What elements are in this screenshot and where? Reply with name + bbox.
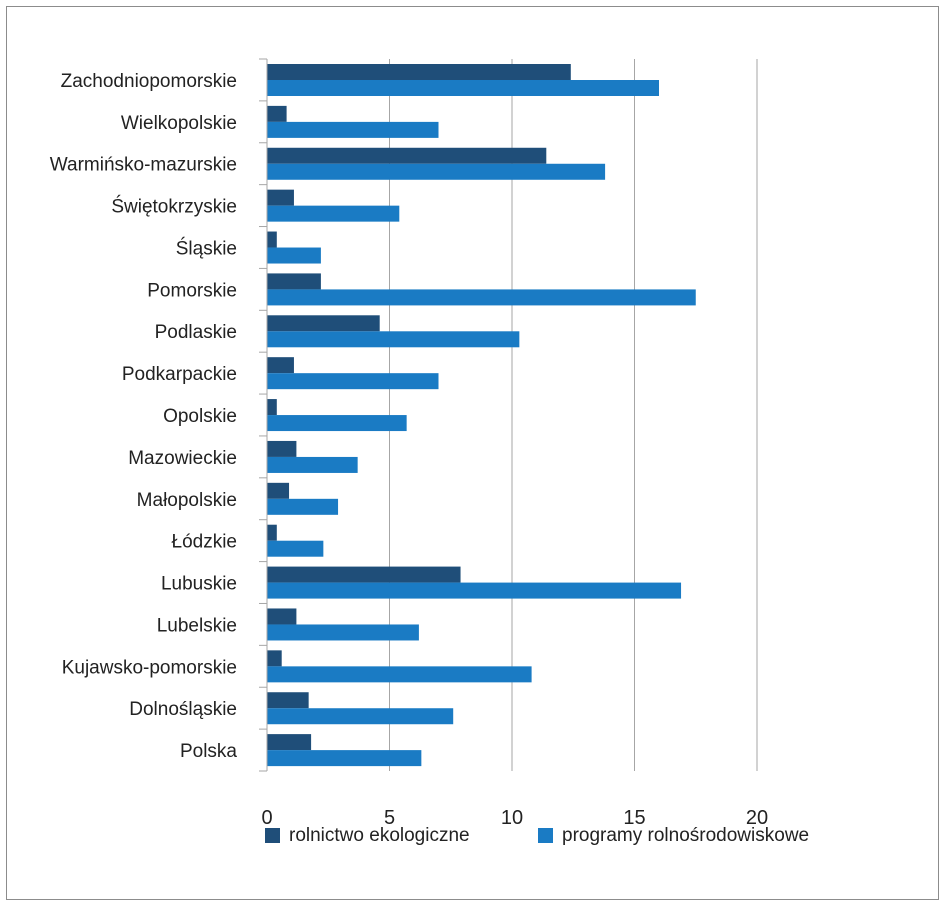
- bar-programy-rolnosrodowiskowe: [267, 205, 400, 222]
- bar-rolnictwo-ekologiczne: [267, 273, 321, 290]
- category-label: Małopolskie: [137, 490, 237, 511]
- bar-programy-rolnosrodowiskowe: [267, 708, 454, 725]
- bar-programy-rolnosrodowiskowe: [267, 289, 696, 306]
- bar-rolnictwo-ekologiczne: [267, 650, 282, 667]
- bar-rolnictwo-ekologiczne: [267, 64, 571, 80]
- x-tick-label: 15: [623, 807, 645, 829]
- bar-rolnictwo-ekologiczne: [267, 734, 312, 751]
- category-label: Podlaskie: [155, 322, 237, 343]
- category-label: Świętokrzyskie: [111, 196, 237, 218]
- category-label: Zachodniopomorskie: [61, 71, 237, 92]
- category-label: Śląskie: [176, 237, 237, 259]
- bar-rolnictwo-ekologiczne: [267, 399, 277, 416]
- x-tick-labels: 0 5 10 15 20: [261, 807, 768, 829]
- legend-item-programy-rolnosrodowiskowe: programy rolnośrodowiskowe: [538, 825, 809, 846]
- bar-rolnictwo-ekologiczne: [267, 608, 297, 625]
- bar-programy-rolnosrodowiskowe: [267, 247, 321, 264]
- bar-programy-rolnosrodowiskowe: [267, 750, 422, 767]
- bar-rolnictwo-ekologiczne: [267, 189, 294, 206]
- bar-programy-rolnosrodowiskowe: [267, 666, 532, 683]
- x-tick-label: 10: [501, 807, 523, 829]
- category-label: Podkarpackie: [122, 364, 237, 385]
- x-tick-label: 5: [384, 807, 395, 829]
- category-label: Warmińsko-mazurskie: [50, 155, 237, 176]
- category-labels: Zachodniopomorskie Wielkopolskie Warmińsko…: [50, 71, 238, 762]
- category-label: Łódzkie: [172, 532, 238, 553]
- category-label: Polska: [180, 741, 237, 762]
- bar-rolnictwo-ekologiczne: [267, 315, 380, 332]
- y-axis: [259, 58, 268, 772]
- bar-rolnictwo-ekologiczne: [267, 147, 547, 164]
- bar-programy-rolnosrodowiskowe: [267, 80, 659, 96]
- category-label: Dolnośląskie: [129, 699, 237, 720]
- bar-rolnictwo-ekologiczne: [267, 692, 309, 709]
- category-label: Mazowieckie: [128, 448, 237, 469]
- bars: [267, 64, 696, 767]
- category-label: Wielkopolskie: [121, 113, 237, 134]
- bar-rolnictwo-ekologiczne: [267, 482, 290, 499]
- bar-rolnictwo-ekologiczne: [267, 524, 277, 541]
- x-tick-label: 0: [261, 807, 272, 829]
- bar-programy-rolnosrodowiskowe: [267, 540, 324, 557]
- bar-rolnictwo-ekologiczne: [267, 105, 287, 122]
- bar-programy-rolnosrodowiskowe: [267, 624, 419, 641]
- bar-programy-rolnosrodowiskowe: [267, 163, 606, 180]
- bar-rolnictwo-ekologiczne: [267, 231, 277, 248]
- category-label: Kujawsko-pomorskie: [62, 657, 237, 678]
- bar-rolnictwo-ekologiczne: [267, 440, 297, 457]
- category-label: Opolskie: [163, 406, 237, 427]
- legend-item-rolnictwo-ekologiczne: rolnictwo ekologiczne: [265, 825, 470, 846]
- bar-programy-rolnosrodowiskowe: [267, 121, 439, 138]
- bar-programy-rolnosrodowiskowe: [267, 331, 520, 348]
- legend-label: programy rolnośrodowiskowe: [562, 825, 809, 846]
- bar-programy-rolnosrodowiskowe: [267, 498, 339, 515]
- category-label: Lubuskie: [161, 574, 237, 595]
- legend: rolnictwo ekologiczne programy rolnośrodo…: [265, 825, 809, 846]
- legend-swatch: [538, 828, 553, 843]
- bar-programy-rolnosrodowiskowe: [267, 456, 358, 473]
- legend-swatch: [265, 828, 280, 843]
- bar-rolnictwo-ekologiczne: [267, 357, 294, 374]
- category-label: Pomorskie: [147, 280, 237, 301]
- legend-label: rolnictwo ekologiczne: [289, 825, 470, 846]
- bar-programy-rolnosrodowiskowe: [267, 582, 682, 599]
- category-label: Lubelskie: [157, 615, 237, 636]
- x-tick-label: 20: [746, 807, 768, 829]
- bar-programy-rolnosrodowiskowe: [267, 373, 439, 390]
- bar-programy-rolnosrodowiskowe: [267, 415, 407, 432]
- bar-rolnictwo-ekologiczne: [267, 566, 461, 583]
